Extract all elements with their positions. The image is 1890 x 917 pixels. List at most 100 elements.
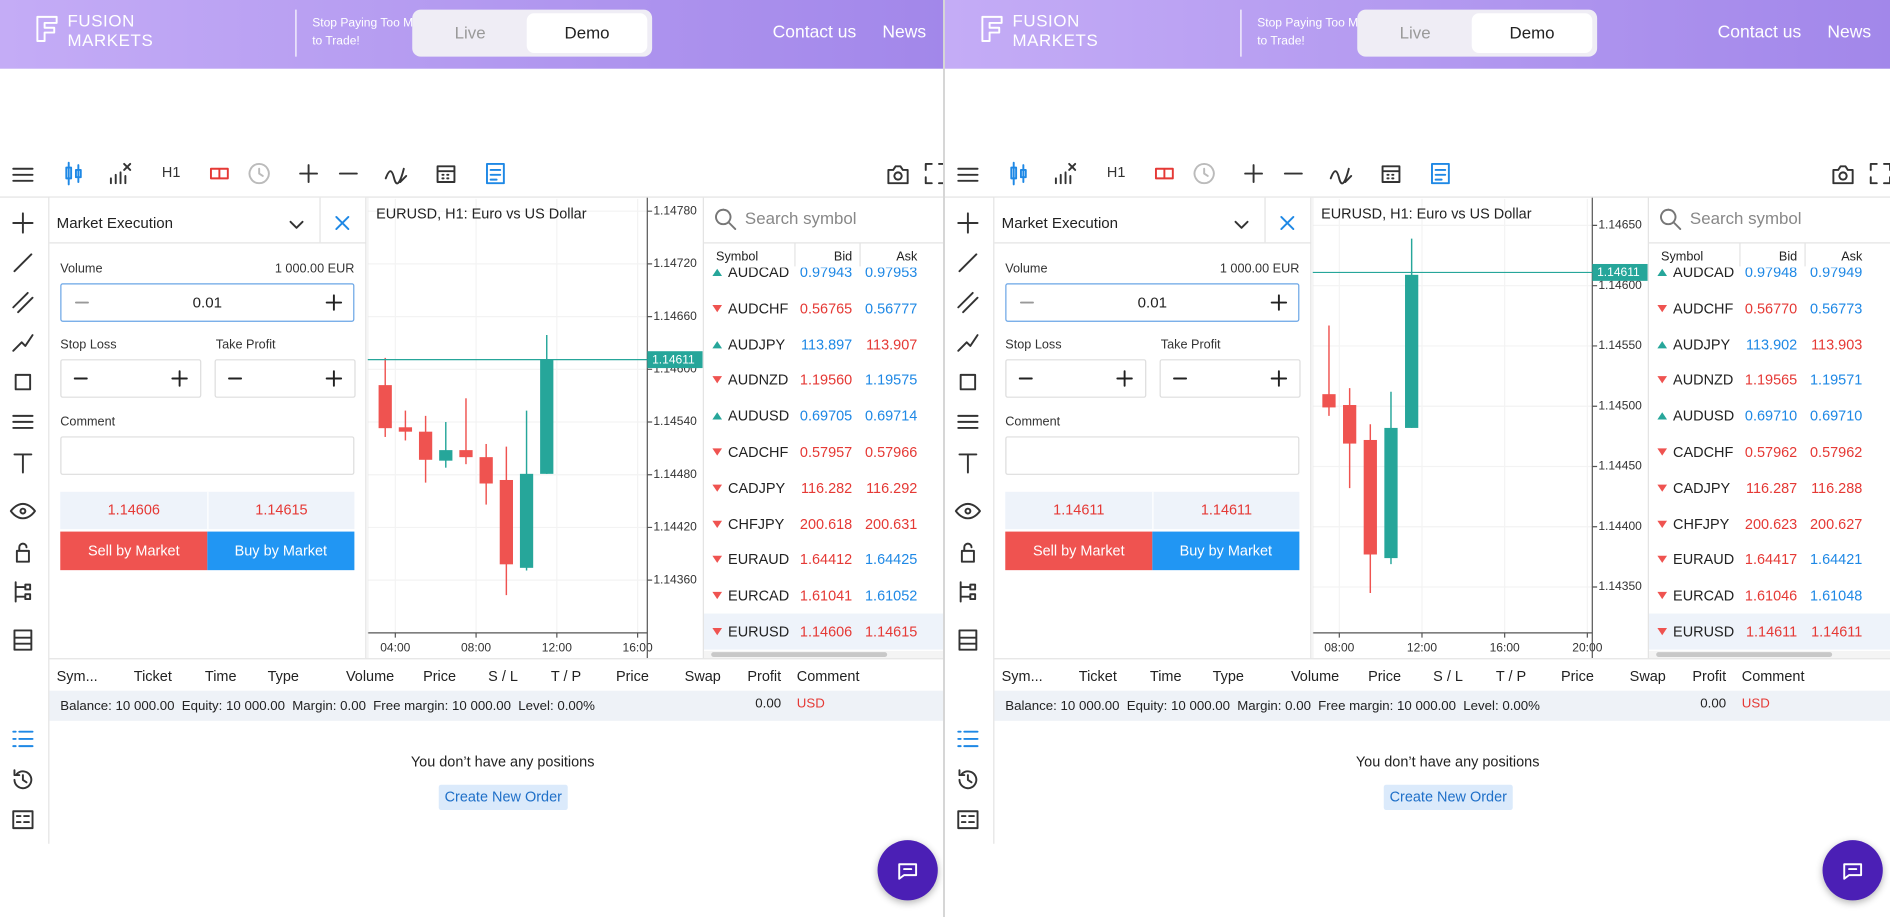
calendar[interactable]: [432, 159, 461, 188]
nav-link[interactable]: News: [882, 22, 927, 43]
chat-glyph[interactable]: [893, 856, 922, 885]
history-clock[interactable]: [1190, 159, 1219, 188]
price-input[interactable]: [1159, 359, 1301, 398]
input-minus[interactable]: [66, 364, 95, 393]
close-order[interactable]: [1273, 209, 1302, 238]
screenshot[interactable]: [884, 160, 913, 189]
search-input[interactable]: Search symbol: [1689, 208, 1802, 228]
drawing-tool[interactable]: [953, 209, 982, 238]
symbol-row[interactable]: AUDJPY 113.902 113.903: [1649, 326, 1890, 362]
timeframe[interactable]: H1: [161, 163, 181, 181]
volume-plus[interactable]: [319, 288, 348, 317]
journal-tab[interactable]: [953, 805, 982, 834]
history-tab[interactable]: [8, 765, 37, 794]
fullscreen[interactable]: [921, 159, 946, 188]
screenshot[interactable]: [1829, 160, 1858, 189]
input-minus[interactable]: [221, 364, 250, 393]
symbol-row[interactable]: AUDNZD 1.19560 1.19575: [704, 362, 945, 398]
symbol-row[interactable]: CADCHF 0.57962 0.57962: [1649, 434, 1890, 470]
positions-tab[interactable]: [8, 724, 37, 753]
order-type[interactable]: Market Execution: [56, 214, 174, 232]
symbol-row[interactable]: CADCHF 0.57957 0.57966: [704, 434, 945, 470]
drawing-tool[interactable]: [8, 209, 37, 238]
input-minus[interactable]: [1166, 364, 1195, 393]
indicator-add[interactable]: [382, 159, 411, 188]
symbol-row[interactable]: AUDJPY 113.897 113.907: [704, 326, 945, 362]
input-plus[interactable]: [1264, 364, 1293, 393]
trade-toggle[interactable]: [205, 159, 234, 188]
mode-demo[interactable]: Demo: [526, 13, 648, 54]
chart-type[interactable]: [59, 159, 88, 188]
mode-live[interactable]: Live: [1399, 22, 1431, 43]
symbol-row[interactable]: CADJPY 116.287 116.288: [1649, 470, 1890, 506]
drawing-tool[interactable]: [8, 448, 37, 477]
calendar[interactable]: [1377, 159, 1406, 188]
volume-minus[interactable]: [1013, 288, 1042, 317]
drawing-tool[interactable]: [8, 328, 37, 357]
drawing-tool[interactable]: [8, 248, 37, 277]
volume-input[interactable]: 0.01: [60, 283, 355, 322]
indicators[interactable]: [1051, 159, 1080, 188]
sell-button[interactable]: Sell by Market: [60, 531, 208, 571]
logo-mark[interactable]: [979, 14, 1008, 43]
journal-tab[interactable]: [8, 805, 37, 834]
volume-plus[interactable]: [1264, 288, 1293, 317]
symbol-row[interactable]: EURAUD 1.64412 1.64425: [704, 542, 945, 578]
zoom-in[interactable]: [1239, 159, 1268, 188]
chat-button[interactable]: [1822, 840, 1883, 901]
drawing-tool[interactable]: [953, 248, 982, 277]
drawing-tool[interactable]: [8, 288, 37, 317]
order-type-chevron[interactable]: [282, 210, 311, 239]
logo-mark[interactable]: [34, 14, 63, 43]
scrollbar-thumb[interactable]: [711, 652, 888, 657]
symbol-row[interactable]: EURCAD 1.61046 1.61048: [1649, 578, 1890, 614]
create-order-button[interactable]: Create New Order: [1383, 784, 1513, 811]
buy-button[interactable]: Buy by Market: [1152, 531, 1300, 571]
symbol-row[interactable]: AUDCAD 0.97943 0.97953: [704, 268, 945, 291]
input-minus[interactable]: [1011, 364, 1040, 393]
drawing-tool[interactable]: [953, 538, 982, 567]
fullscreen[interactable]: [1866, 159, 1890, 188]
comment-input[interactable]: [1005, 436, 1300, 475]
indicator-add[interactable]: [1327, 159, 1356, 188]
symbol-row[interactable]: CADJPY 116.282 116.292: [704, 470, 945, 506]
price-input[interactable]: [60, 359, 202, 398]
drawing-tool[interactable]: [953, 328, 982, 357]
symbol-row[interactable]: AUDUSD 0.69710 0.69710: [1649, 398, 1890, 434]
drawing-tool[interactable]: [8, 577, 37, 606]
zoom-out[interactable]: [334, 159, 363, 188]
templates[interactable]: [481, 159, 510, 188]
drawing-tool[interactable]: [953, 448, 982, 477]
symbol-row[interactable]: AUDUSD 0.69705 0.69714: [704, 398, 945, 434]
indicators[interactable]: [106, 159, 135, 188]
mode-demo[interactable]: Demo: [1471, 13, 1593, 54]
zoom-in[interactable]: [294, 159, 323, 188]
history-clock[interactable]: [245, 159, 274, 188]
input-plus[interactable]: [319, 364, 348, 393]
chat-glyph[interactable]: [1838, 856, 1867, 885]
timeframe[interactable]: H1: [1106, 163, 1126, 181]
price-input[interactable]: [1005, 359, 1147, 398]
chat-button[interactable]: [877, 840, 938, 901]
input-plus[interactable]: [165, 364, 194, 393]
price-input[interactable]: [214, 359, 356, 398]
drawing-tool[interactable]: [953, 497, 982, 526]
nav-link[interactable]: Contact us: [1717, 22, 1802, 43]
buy-button[interactable]: Buy by Market: [207, 531, 355, 571]
volume-minus[interactable]: [68, 288, 97, 317]
trade-toggle[interactable]: [1150, 159, 1179, 188]
symbol-row[interactable]: AUDCAD 0.97948 0.97949: [1649, 268, 1890, 291]
search-icon[interactable]: [711, 205, 740, 234]
symbol-row[interactable]: CHFJPY 200.618 200.631: [704, 506, 945, 542]
templates[interactable]: [1426, 159, 1455, 188]
comment-input[interactable]: [60, 436, 355, 475]
menu-button[interactable]: [953, 160, 982, 189]
history-tab[interactable]: [953, 765, 982, 794]
symbol-row[interactable]: EURUSD 1.14606 1.14615: [703, 613, 946, 650]
drawing-tool[interactable]: [953, 577, 982, 606]
sell-button[interactable]: Sell by Market: [1005, 531, 1153, 571]
symbol-row[interactable]: EURUSD 1.14611 1.14611: [1648, 613, 1890, 650]
search-input[interactable]: Search symbol: [744, 208, 857, 228]
search-icon[interactable]: [1656, 205, 1685, 234]
drawing-tool[interactable]: [953, 288, 982, 317]
